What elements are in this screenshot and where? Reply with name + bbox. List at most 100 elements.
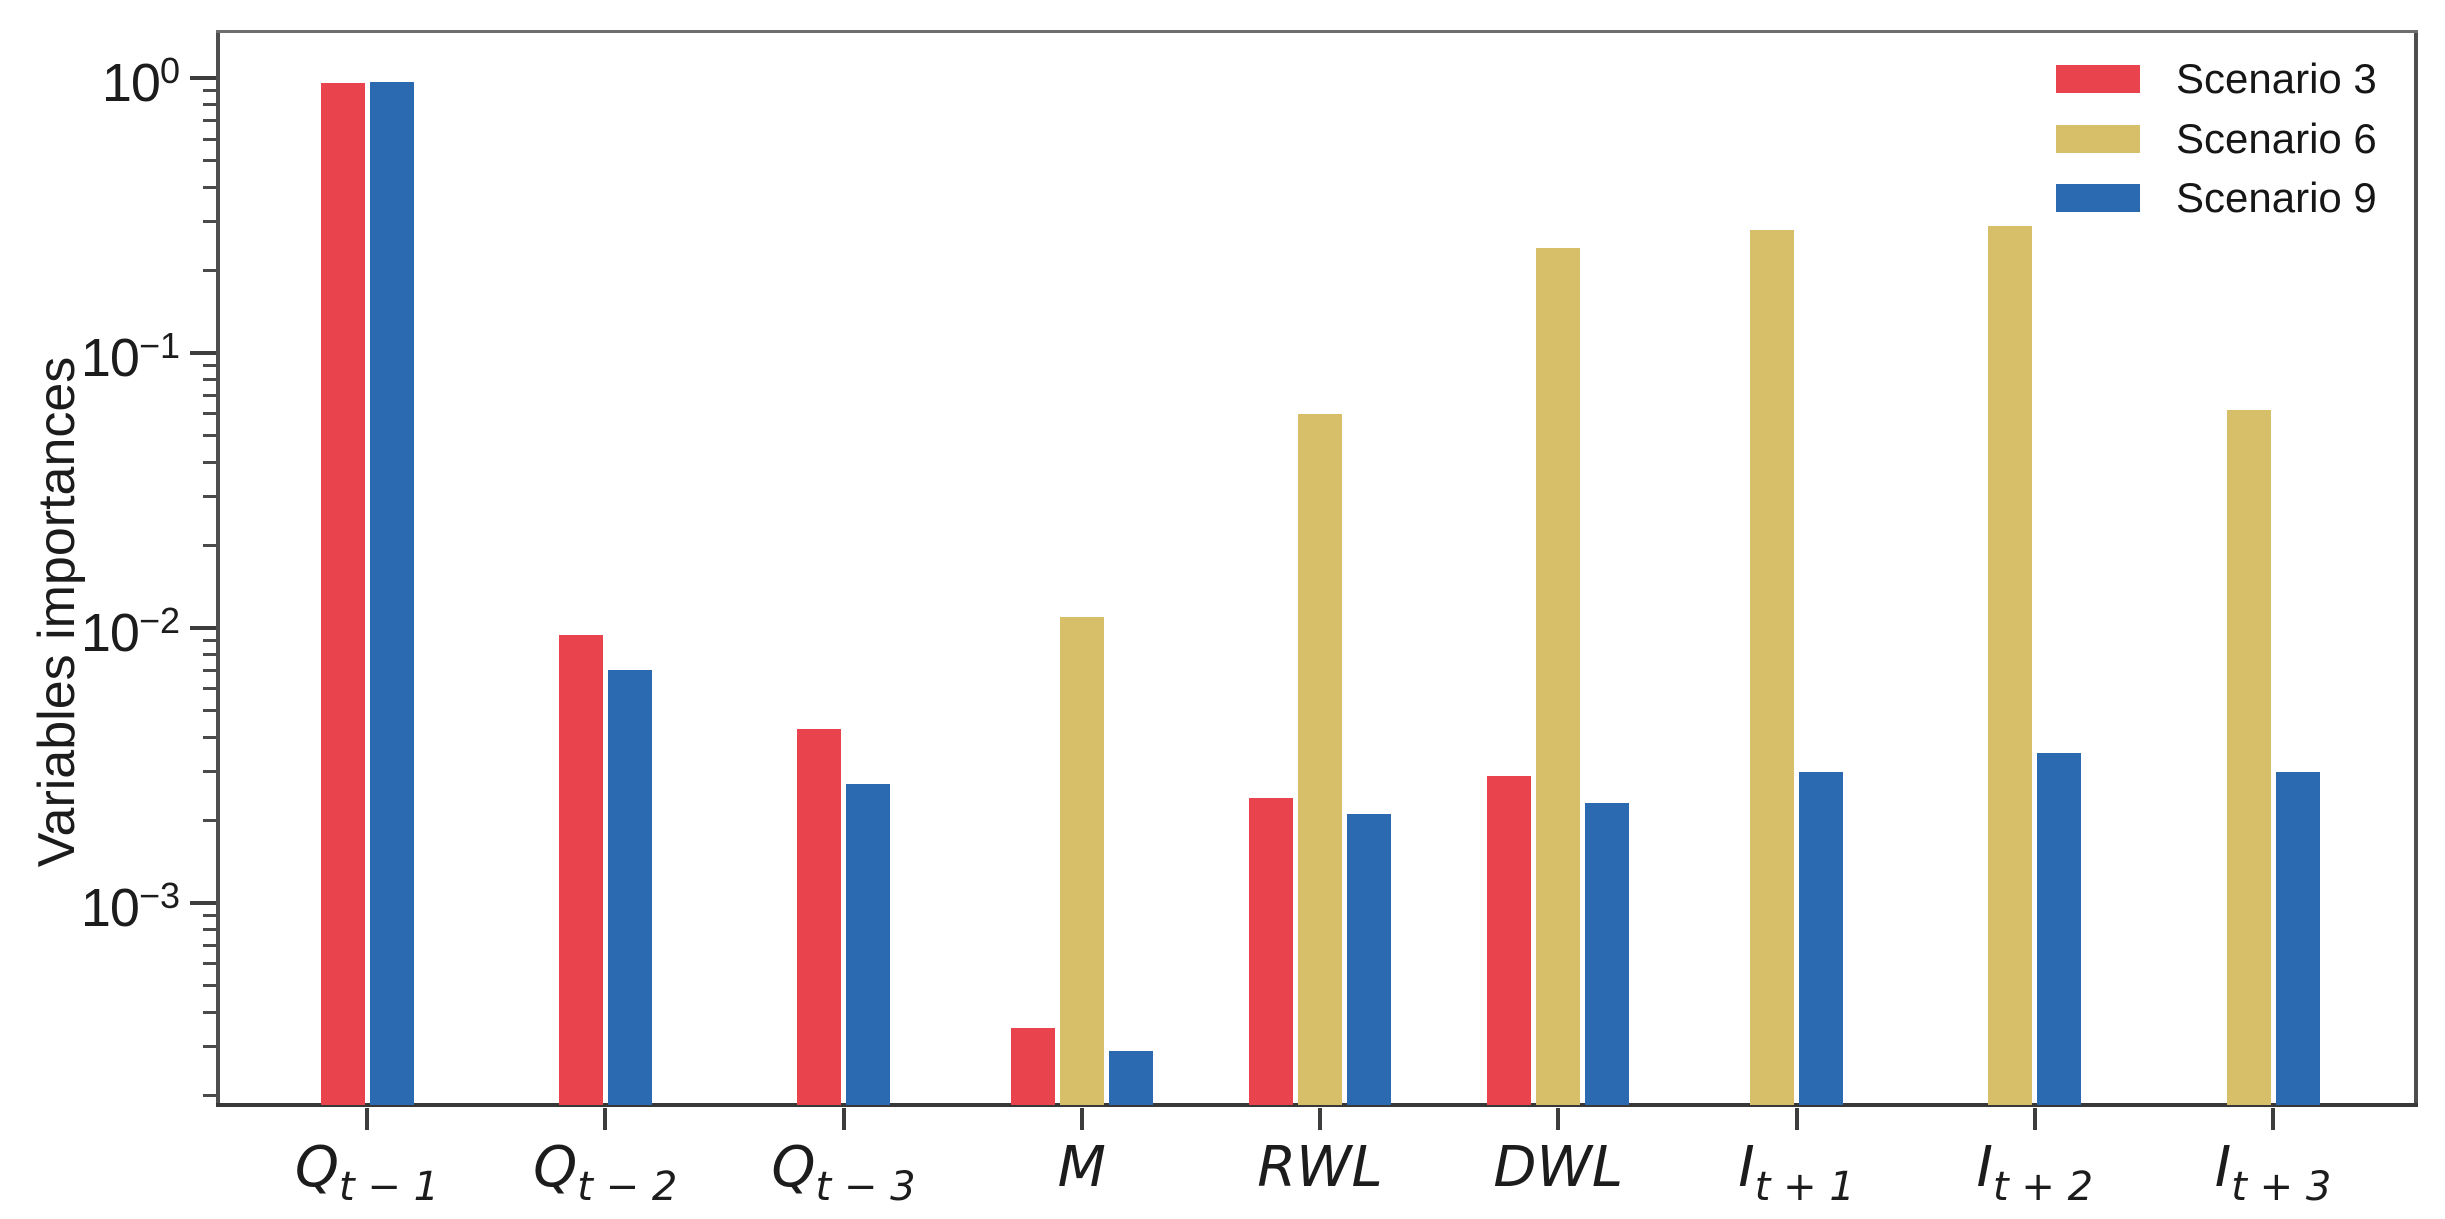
x-tick	[1079, 1108, 1084, 1130]
y-minor-tick	[203, 770, 216, 774]
plot-area: 100 10−1 10−2 10−3 Qt − 1 Qt − 2 Qt − 3 M RWL DWL…	[81, 32, 2415, 1210]
bar	[797, 728, 841, 1105]
legend-swatch	[2056, 184, 2140, 212]
bar	[369, 81, 414, 1105]
bar	[1487, 775, 1532, 1105]
y-minor-tick	[203, 984, 216, 988]
bar	[1750, 230, 1794, 1105]
axis-spine-bottom	[216, 1103, 2418, 1107]
y-minor-tick	[203, 103, 216, 107]
y-minor-tick	[203, 687, 216, 691]
y-minor-tick	[203, 378, 216, 382]
y-tick-exponent: −3	[138, 874, 180, 916]
x-tick	[2032, 1108, 2037, 1130]
bar	[2275, 771, 2320, 1105]
y-minor-tick	[203, 913, 216, 917]
bar	[846, 784, 890, 1105]
y-minor-tick	[203, 137, 216, 141]
y-minor-tick	[203, 709, 216, 713]
axis-spine-left	[216, 30, 220, 1107]
x-tick	[1794, 1108, 1799, 1130]
y-tick-label: 100	[101, 50, 180, 113]
y-minor-tick	[203, 460, 216, 464]
y-major-tick	[190, 350, 216, 355]
x-tick-subscript: t − 2	[577, 1164, 678, 1210]
x-tick-subscript: t + 3	[2231, 1164, 2332, 1210]
y-tick-label: 10−2	[80, 599, 180, 663]
y-tick-exponent: −1	[138, 324, 180, 366]
x-tick-label: It + 2	[1976, 1135, 2094, 1211]
y-minor-tick	[203, 943, 216, 947]
y-minor-tick	[203, 220, 216, 224]
x-tick-label: RWL	[1257, 1135, 1383, 1200]
x-tick	[2271, 1108, 2275, 1130]
y-minor-tick	[203, 434, 216, 438]
y-major-tick	[190, 900, 216, 905]
bar	[1108, 1050, 1153, 1105]
bar	[2037, 753, 2082, 1105]
bar	[1347, 814, 1391, 1105]
x-tick-subscript: t − 3	[815, 1164, 916, 1210]
x-tick	[841, 1108, 846, 1130]
legend-label: Scenario 3	[2176, 55, 2377, 102]
y-minor-tick	[203, 1093, 216, 1097]
y-minor-tick	[203, 119, 216, 123]
y-minor-tick	[203, 653, 216, 657]
x-tick-subscript: t + 2	[1992, 1164, 2094, 1210]
x-tick-label: It + 3	[2214, 1135, 2332, 1211]
x-tick-label: Qt − 2	[533, 1135, 678, 1211]
x-tick	[1556, 1108, 1561, 1130]
y-tick-label: 10−1	[80, 324, 180, 388]
bar	[1059, 616, 1104, 1105]
y-minor-tick	[203, 735, 216, 739]
bar	[1536, 248, 1581, 1105]
bar	[1298, 413, 1342, 1105]
axis-spine-right	[2414, 30, 2418, 1107]
legend-swatch	[2056, 65, 2140, 93]
y-minor-tick	[203, 668, 216, 672]
y-minor-tick	[203, 394, 216, 398]
y-minor-tick	[203, 89, 216, 93]
y-minor-tick	[203, 962, 216, 966]
bar	[607, 670, 652, 1105]
y-minor-tick	[203, 268, 216, 272]
y-minor-tick	[203, 1010, 216, 1014]
y-minor-tick	[203, 928, 216, 931]
x-tick	[1318, 1108, 1322, 1130]
y-minor-tick	[203, 159, 216, 163]
bar	[1799, 771, 1843, 1105]
y-minor-tick	[203, 364, 216, 368]
x-tick-label: M	[1057, 1135, 1106, 1200]
bar	[558, 635, 603, 1105]
x-tick-subscript: t − 1	[339, 1164, 440, 1210]
x-tick	[365, 1108, 369, 1130]
y-minor-tick	[203, 1045, 216, 1049]
x-tick-label: Qt − 3	[771, 1135, 916, 1211]
y-tick-exponent: 0	[159, 50, 180, 91]
x-tick-label: DWL	[1493, 1135, 1624, 1200]
y-tick-label: 10−3	[80, 874, 180, 938]
y-tick-exponent: −2	[138, 599, 180, 641]
bar	[1988, 225, 2033, 1105]
y-minor-tick	[203, 412, 216, 416]
bar	[320, 82, 365, 1105]
bar	[1010, 1028, 1055, 1105]
y-minor-tick	[203, 638, 216, 642]
bar	[2226, 410, 2271, 1105]
y-minor-tick	[203, 543, 216, 547]
x-tick-label: Qt − 1	[294, 1135, 440, 1211]
legend-label: Scenario 6	[2176, 114, 2377, 162]
x-tick	[603, 1108, 608, 1130]
bar	[1249, 798, 1293, 1105]
bar	[1585, 803, 1630, 1105]
axis-spine-top	[216, 30, 2418, 33]
y-minor-tick	[203, 818, 216, 822]
legend-label: Scenario 9	[2176, 174, 2377, 221]
y-minor-tick	[203, 495, 216, 499]
legend-swatch	[2056, 124, 2140, 153]
y-major-tick	[190, 76, 216, 80]
x-tick-subscript: t + 1	[1754, 1164, 1855, 1210]
y-major-tick	[190, 625, 216, 630]
x-tick-label: It + 1	[1738, 1135, 1855, 1211]
